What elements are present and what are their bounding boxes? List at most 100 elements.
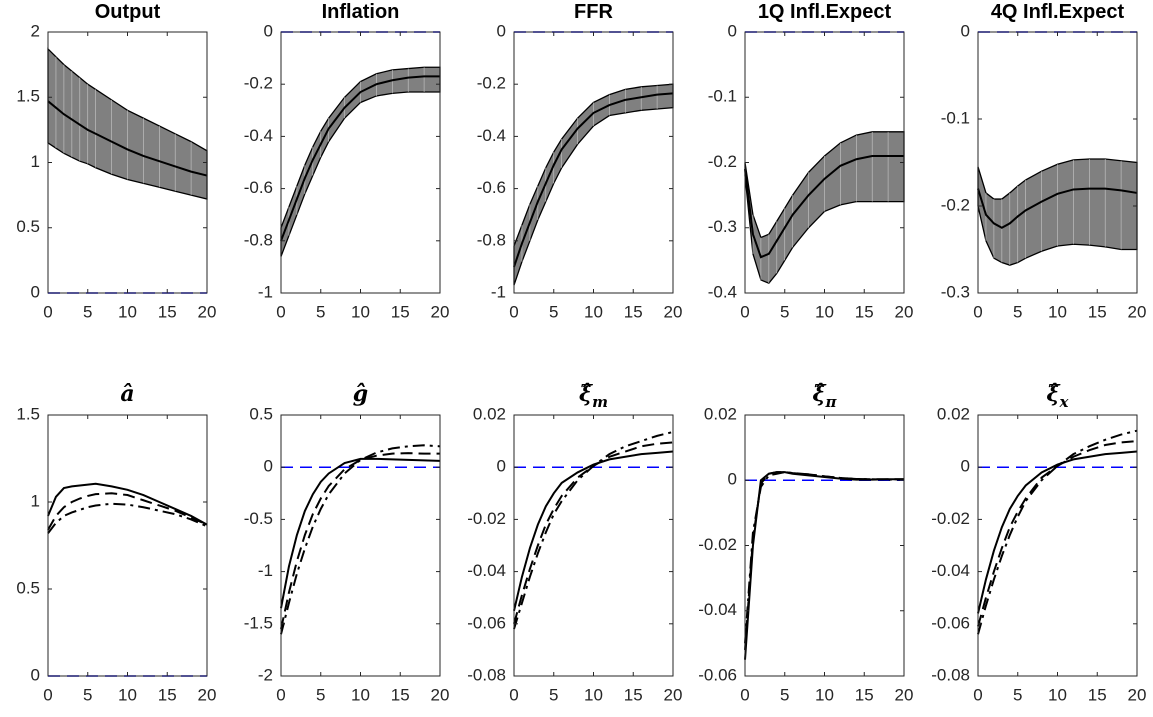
y-tick-label: -0.1 bbox=[941, 108, 970, 127]
x-tick-label: 10 bbox=[351, 302, 370, 321]
y-tick-label: 0.02 bbox=[937, 404, 970, 423]
panel-title: Inflation bbox=[322, 1, 400, 23]
x-tick-label: 10 bbox=[1048, 685, 1067, 704]
x-tick-label: 15 bbox=[624, 685, 643, 704]
y-tick-label: -0.2 bbox=[941, 195, 970, 214]
y-tick-label: 1 bbox=[31, 491, 40, 510]
y-tick-label: 0 bbox=[961, 21, 970, 40]
panel-title: 1Q Infl.Expect bbox=[758, 1, 892, 23]
x-tick-label: 20 bbox=[198, 302, 217, 321]
y-tick-label: 0.5 bbox=[249, 404, 273, 423]
y-tick-label: 1.5 bbox=[16, 87, 40, 106]
y-tick-label: -0.4 bbox=[244, 126, 273, 145]
x-tick-label: 20 bbox=[1128, 302, 1147, 321]
y-tick-label: -0.02 bbox=[931, 509, 970, 528]
y-tick-label: -0.3 bbox=[708, 217, 737, 236]
response-line bbox=[280, 75, 440, 242]
x-tick-label: 5 bbox=[549, 685, 558, 704]
x-tick-label: 0 bbox=[43, 302, 52, 321]
x-tick-label: 20 bbox=[1128, 685, 1147, 704]
y-tick-label: 0 bbox=[31, 282, 40, 301]
y-tick-label: -0.04 bbox=[698, 600, 737, 619]
response-line bbox=[513, 450, 674, 611]
x-tick-label: 5 bbox=[1013, 302, 1022, 321]
x-tick-label: 0 bbox=[973, 685, 982, 704]
x-tick-label: 15 bbox=[1088, 302, 1107, 321]
response-line bbox=[47, 492, 208, 531]
x-tick-label: 15 bbox=[1088, 685, 1107, 704]
y-tick-label: 0 bbox=[497, 21, 506, 40]
response-line bbox=[744, 471, 904, 660]
y-tick-label: -0.02 bbox=[698, 535, 737, 554]
y-tick-label: -0.06 bbox=[931, 613, 970, 632]
title-subscript: m bbox=[592, 393, 608, 411]
x-tick-label: 5 bbox=[316, 302, 325, 321]
y-tick-label: 0 bbox=[264, 21, 273, 40]
x-tick-label: 15 bbox=[855, 302, 874, 321]
x-tick-label: 0 bbox=[276, 302, 285, 321]
axes-frame bbox=[744, 414, 905, 677]
response-line bbox=[47, 482, 208, 526]
x-tick-label: 0 bbox=[740, 302, 749, 321]
x-tick-label: 20 bbox=[895, 302, 914, 321]
response-line bbox=[47, 502, 208, 534]
y-tick-label: -0.1 bbox=[708, 87, 737, 106]
response-line bbox=[977, 450, 1138, 614]
y-tick-label: -0.2 bbox=[244, 74, 273, 93]
y-tick-label: -0.8 bbox=[477, 230, 506, 249]
x-tick-label: 10 bbox=[118, 685, 137, 704]
y-tick-label: 0.02 bbox=[704, 404, 737, 423]
x-tick-label: 20 bbox=[664, 685, 683, 704]
y-tick-label: -0.6 bbox=[244, 178, 273, 197]
y-tick-label: -0.4 bbox=[708, 282, 737, 301]
x-tick-label: 10 bbox=[815, 302, 834, 321]
panel-title: FFR bbox=[574, 1, 613, 23]
response-line bbox=[513, 92, 674, 268]
x-tick-label: 0 bbox=[43, 685, 52, 704]
x-tick-label: 10 bbox=[118, 302, 137, 321]
axes-frame bbox=[280, 414, 441, 677]
y-tick-label: -0.2 bbox=[477, 74, 506, 93]
x-tick-label: 0 bbox=[973, 302, 982, 321]
panel-title: â bbox=[120, 381, 134, 407]
x-tick-label: 20 bbox=[664, 302, 683, 321]
panel-title: Output bbox=[95, 1, 161, 23]
y-tick-label: -0.06 bbox=[698, 665, 737, 684]
y-tick-label: -0.6 bbox=[477, 178, 506, 197]
x-tick-label: 15 bbox=[158, 302, 177, 321]
panel-title: ξ̂x bbox=[1047, 381, 1070, 411]
y-tick-label: 0 bbox=[264, 457, 273, 476]
x-tick-label: 10 bbox=[815, 685, 834, 704]
y-tick-label: -2 bbox=[258, 665, 273, 684]
x-tick-label: 15 bbox=[855, 685, 874, 704]
x-tick-label: 15 bbox=[624, 302, 643, 321]
y-tick-label: -0.04 bbox=[931, 561, 970, 580]
y-tick-label: 0.5 bbox=[16, 578, 40, 597]
panel-title: ξ̂m bbox=[579, 381, 608, 411]
x-tick-label: 15 bbox=[391, 685, 410, 704]
response-line bbox=[280, 452, 440, 630]
response-line bbox=[977, 429, 1138, 635]
x-tick-label: 5 bbox=[83, 302, 92, 321]
panel-title: ĝ bbox=[353, 381, 368, 407]
y-tick-label: -0.3 bbox=[941, 282, 970, 301]
response-line bbox=[977, 187, 1138, 229]
x-tick-label: 0 bbox=[509, 685, 518, 704]
x-tick-label: 0 bbox=[276, 685, 285, 704]
x-tick-label: 10 bbox=[1048, 302, 1067, 321]
x-tick-label: 5 bbox=[549, 302, 558, 321]
x-tick-label: 5 bbox=[780, 302, 789, 321]
x-tick-label: 0 bbox=[509, 302, 518, 321]
response-line bbox=[280, 457, 441, 609]
x-tick-label: 15 bbox=[158, 685, 177, 704]
title-subscript: x bbox=[1059, 393, 1070, 411]
y-tick-label: -1 bbox=[491, 282, 506, 301]
y-tick-label: -1.5 bbox=[244, 613, 273, 632]
x-tick-label: 20 bbox=[431, 685, 450, 704]
y-tick-label: -0.08 bbox=[467, 665, 506, 684]
y-tick-label: 1.5 bbox=[16, 404, 40, 423]
y-tick-label: -1 bbox=[258, 561, 273, 580]
y-tick-label: -0.8 bbox=[244, 230, 273, 249]
y-tick-label: 0 bbox=[961, 457, 970, 476]
